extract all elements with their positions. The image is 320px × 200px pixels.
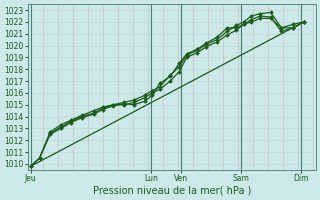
X-axis label: Pression niveau de la mer( hPa ): Pression niveau de la mer( hPa ) [92, 186, 251, 196]
